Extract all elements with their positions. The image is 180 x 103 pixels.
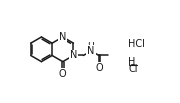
Text: N: N (59, 32, 66, 42)
Text: H: H (128, 57, 135, 67)
Text: Cl: Cl (128, 64, 138, 74)
Text: H: H (87, 42, 94, 51)
Text: N: N (87, 46, 95, 56)
Text: O: O (59, 69, 67, 79)
Text: N: N (70, 50, 77, 60)
Text: O: O (96, 63, 103, 73)
Text: HCl: HCl (129, 39, 145, 49)
